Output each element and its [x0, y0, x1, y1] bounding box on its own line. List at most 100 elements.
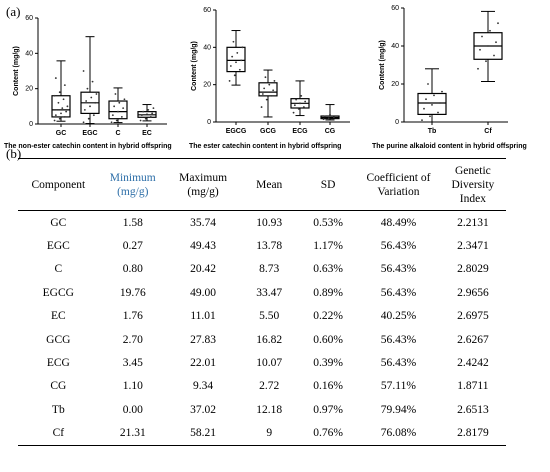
cell-component: EGCG: [42, 286, 74, 299]
cell-minimum: 1.76: [122, 310, 143, 323]
data-point: [62, 98, 65, 101]
data-point: [147, 108, 150, 111]
cell-gdi: 2.9656: [457, 286, 489, 299]
data-point: [146, 113, 148, 116]
cell-sd: 0.22%: [313, 310, 343, 323]
cell-maximum: 37.02: [190, 403, 216, 416]
y-axis-label: Content (mg/g): [191, 41, 198, 91]
cell-maximum: 9.34: [192, 380, 214, 393]
data-point: [240, 59, 243, 62]
cell-cv: 56.43%: [380, 286, 417, 299]
cell-mean: 9: [239, 421, 300, 446]
data-point: [87, 117, 90, 120]
data-point: [421, 119, 423, 121]
data-point: [322, 118, 325, 121]
data-point: [302, 106, 305, 108]
cell-sd: 0.60%: [313, 333, 343, 346]
cell-minimum: 19.76: [119, 286, 146, 299]
cell-mean: 5.50: [259, 310, 280, 323]
data-point: [115, 119, 118, 122]
data-point: [263, 87, 266, 90]
cell-component: GCG: [46, 333, 71, 346]
data-point: [297, 108, 300, 110]
cell-cv: 56.43%: [380, 357, 417, 370]
cell-gdi: 2.6267: [457, 333, 489, 346]
cell-minimum: 1.58: [122, 216, 143, 229]
cell-gdi: 2.8029: [457, 263, 489, 276]
x-tick-label: CG: [325, 128, 336, 135]
y-tick-label: 20: [391, 81, 399, 88]
cell-maximum: 49.00: [190, 286, 216, 299]
data-point: [89, 105, 91, 108]
header-minimum: Minimum (mg/g): [98, 158, 167, 211]
data-point: [261, 93, 264, 95]
data-point: [63, 84, 66, 87]
y-tick-label: 40: [203, 44, 211, 51]
cell-sd: 0.39%: [313, 357, 343, 370]
data-point: [85, 100, 88, 102]
header-maximum: Maximum (mg/g): [166, 158, 240, 211]
y-tick-label: 40: [391, 43, 399, 50]
data-point: [332, 116, 335, 119]
data-point: [489, 29, 491, 32]
x-tick-label: GC: [56, 130, 67, 137]
cell-minimum: 0.27: [122, 240, 143, 253]
data-point: [323, 115, 326, 118]
cell-gdi: 1.8711: [457, 380, 489, 393]
table-row: EC 1.76 11.01 5.50 0.22% 40.25% 2.6975: [18, 305, 506, 328]
table-row: GCG 2.70 27.83 16.82 0.60% 56.43% 2.6267: [18, 328, 506, 351]
data-point: [236, 52, 239, 54]
caption-non-ester-catechin: The non-ester catechin content in hybrid…: [4, 143, 172, 150]
table-row: C 0.80 20.42 8.73 0.63% 56.43% 2.8029: [18, 258, 506, 281]
data-point: [238, 68, 241, 71]
data-point: [120, 116, 123, 118]
x-tick-label: EC: [142, 130, 152, 137]
y-tick-label: 0: [207, 119, 211, 126]
y-axis-label: Content (mg/g): [13, 46, 20, 96]
data-point: [65, 110, 68, 113]
cell-minimum: 2.70: [122, 333, 143, 346]
data-point: [295, 98, 298, 101]
data-point: [82, 121, 85, 124]
data-point: [123, 98, 126, 101]
x-tick-label: C: [115, 130, 120, 137]
y-tick-label: 0: [29, 121, 33, 128]
header-cv: Coefficient of Variation: [357, 158, 440, 211]
data-point: [110, 121, 113, 124]
data-point: [439, 102, 441, 104]
caption-purine-alkaloid: The purine alkaloid content in hybrid of…: [372, 143, 527, 150]
cell-gdi: 2.6975: [457, 310, 489, 323]
table-row: CG 1.10 9.34 2.72 0.16% 57.11% 1.8711: [18, 375, 506, 398]
data-point: [485, 60, 487, 63]
boxplot-purine-alkaloid: 0 20 40 60 Content (mg/g) Tb Cf: [379, 5, 508, 135]
data-point: [91, 80, 94, 83]
cell-maximum: 35.74: [190, 216, 216, 229]
panel-b-label: (b): [6, 146, 22, 161]
data-point: [264, 76, 267, 79]
header-gdi: Genetic Diversity Index: [439, 158, 506, 211]
data-point: [495, 41, 497, 44]
data-point: [139, 119, 142, 122]
cell-component: Cf: [18, 421, 99, 446]
data-point: [329, 113, 331, 116]
data-point: [94, 101, 97, 104]
cell-cv: 57.11%: [380, 380, 416, 393]
data-point: [427, 83, 429, 85]
data-point: [53, 94, 56, 97]
cell-cv: 56.43%: [380, 263, 417, 276]
cell-mean: 10.93: [256, 216, 283, 229]
cell-component: EC: [50, 310, 66, 323]
data-point: [477, 67, 479, 70]
box-iqr: [258, 82, 278, 97]
data-point: [429, 115, 431, 118]
cell-cv: 56.43%: [380, 333, 417, 346]
cell-minimum: 0.80: [122, 263, 143, 276]
cell-maximum: 11.01: [190, 310, 216, 323]
cell-mean: 8.73: [259, 263, 280, 276]
cell-mean: 13.78: [256, 240, 283, 253]
cell-sd: 0.89%: [313, 286, 343, 299]
data-point: [118, 101, 121, 104]
cell-component: C: [54, 263, 63, 276]
data-point: [267, 91, 269, 94]
panel-a-label: (a): [6, 4, 21, 19]
